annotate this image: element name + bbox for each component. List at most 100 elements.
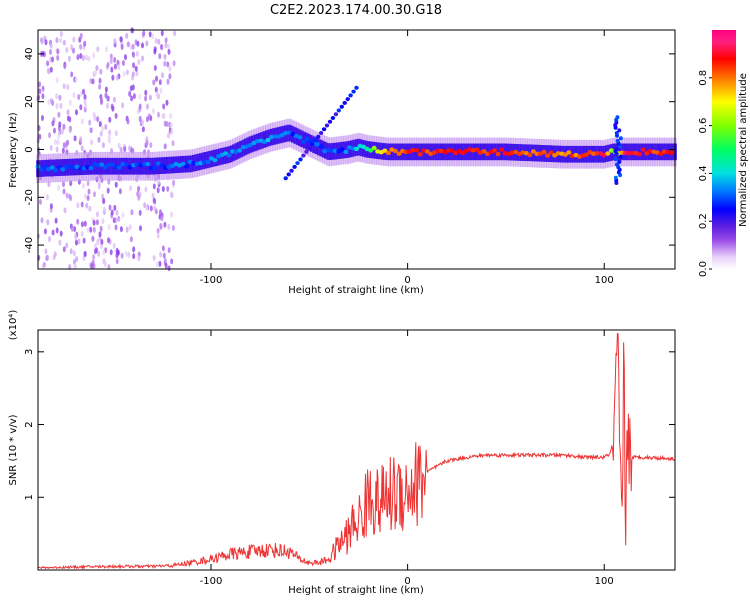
spectrogram-speckle [90, 263, 94, 270]
spectrogram-band [305, 132, 309, 150]
spectrogram-ridge-point [637, 152, 643, 157]
spectrogram-speckle [136, 40, 140, 47]
spectrogram-speckle [144, 95, 148, 102]
spectrogram-band [505, 143, 510, 161]
spectrogram-speckle [99, 225, 103, 232]
spectrogram-speckle [54, 217, 58, 224]
spectrogram-speckle [96, 116, 100, 123]
spectrogram-speckle [163, 120, 167, 127]
spectrogram-ridge-point [382, 148, 388, 153]
spectrogram-marks [35, 27, 677, 272]
spectrogram-ridge-point [272, 134, 278, 139]
spectrogram-speckle [107, 134, 111, 141]
spectrogram-speckle [115, 209, 119, 216]
spectrogram-speckle [40, 37, 43, 44]
spectrogram-speckle [101, 218, 105, 225]
spectrogram-branch-point [324, 123, 330, 128]
spectrogram-speckle [145, 40, 149, 47]
spectrogram-speckle [172, 60, 176, 67]
spectrogram-speckle [166, 61, 170, 68]
spectrogram-speckle [171, 140, 175, 147]
spectrogram-ridge-point [300, 139, 306, 144]
spectrogram-speckle [93, 69, 97, 76]
spectrogram-speckle [38, 88, 42, 95]
spectrogram-speckle [112, 96, 116, 103]
spectrogram-ridge-point [212, 158, 218, 163]
spectrogram-speckle [42, 261, 46, 268]
spectrogram-speckle [121, 212, 125, 219]
spectrogram-speckle [168, 65, 172, 72]
spectrogram-speckle [41, 115, 44, 121]
spectrogram-speckle [139, 225, 142, 232]
spectrogram-speckle [126, 118, 130, 125]
spectrogram-ridge-point [60, 167, 66, 172]
snr-xlabel: Height of straight line (km) [288, 585, 424, 596]
spectrogram-speckle [63, 63, 67, 70]
spectrogram-speckle [46, 254, 50, 261]
spectrogram-band [390, 143, 394, 161]
snr-scale-label: (x10⁴) [8, 310, 19, 341]
spectrogram-speckle [169, 191, 173, 198]
spectrogram-burst-point [613, 175, 618, 180]
spectrogram-speckle [110, 209, 114, 216]
spectrogram-speckle [157, 38, 161, 45]
spectrogram-burst-point [614, 146, 619, 151]
spectrogram-speckle [85, 202, 89, 209]
spectrogram-ridge-point [318, 144, 324, 149]
spectrogram-speckle [159, 87, 163, 94]
spectrogram-speckle [65, 140, 69, 147]
snr-line [37, 333, 675, 570]
spectrogram-speckle [49, 49, 52, 55]
spectrogram-speckle [99, 130, 103, 137]
spectrogram-speckle [69, 195, 73, 202]
spectrogram-speckle [98, 231, 102, 238]
spectrogram-speckle [50, 98, 54, 105]
spectrogram-ridge-point [562, 152, 568, 157]
spectrogram-speckle [84, 193, 88, 200]
spectrogram-ridge-point [548, 150, 554, 155]
spectrogram-ridge-point [640, 147, 646, 152]
spectrogram-speckle [112, 217, 116, 224]
spectrogram-branch-point [313, 138, 318, 143]
spectrogram-band [156, 157, 161, 175]
spectrogram-speckle [159, 222, 163, 229]
spectrogram-speckle [153, 48, 157, 55]
spectrogram-speckle [129, 185, 133, 192]
spectrogram-ridge-point [159, 163, 165, 168]
spectrogram-speckle [59, 31, 63, 37]
snr-xtick-label: 0 [404, 576, 410, 587]
spectrogram-speckle [170, 128, 174, 135]
spectrogram-ridge-point [417, 152, 423, 157]
spectrogram-speckle [113, 38, 117, 45]
spectrogram-speckle [138, 209, 142, 216]
spectrogram-speckle [82, 237, 86, 244]
spectrogram-speckle [90, 139, 93, 146]
spectrogram-speckle [161, 245, 165, 252]
spectrogram-band [640, 143, 644, 161]
spectrogram-ridge-point [665, 150, 671, 155]
spectrogram-speckle [106, 187, 110, 194]
spectrogram-speckle [134, 65, 138, 72]
spectrogram-band [267, 129, 271, 147]
spectrogram-speckle [55, 146, 59, 153]
spectrogram-speckle [167, 48, 171, 55]
spectrogram-branch-point [298, 157, 303, 162]
spectrogram-speckle [81, 54, 85, 61]
spectrogram-speckle [79, 104, 83, 111]
spectrogram-speckle [129, 85, 133, 92]
spectrogram-speckle [105, 46, 108, 53]
spectrogram-speckle [72, 250, 76, 257]
spectrogram-band [163, 157, 168, 174]
spectrogram-branch-point [283, 176, 288, 181]
spectrogram-speckle [169, 112, 173, 119]
spectrogram-ridge-point [403, 149, 409, 155]
spectrogram-ridge-point [368, 148, 374, 153]
spectrogram-speckle [74, 77, 78, 83]
spectrogram-band [187, 155, 191, 173]
spectrogram-band [498, 143, 503, 161]
spectrogram-speckle [88, 119, 92, 126]
spectrogram-ridge-point [265, 137, 271, 143]
spectrogram-speckle [154, 37, 158, 44]
spectrogram-speckle [137, 255, 141, 262]
spectrogram-speckle [120, 44, 124, 50]
